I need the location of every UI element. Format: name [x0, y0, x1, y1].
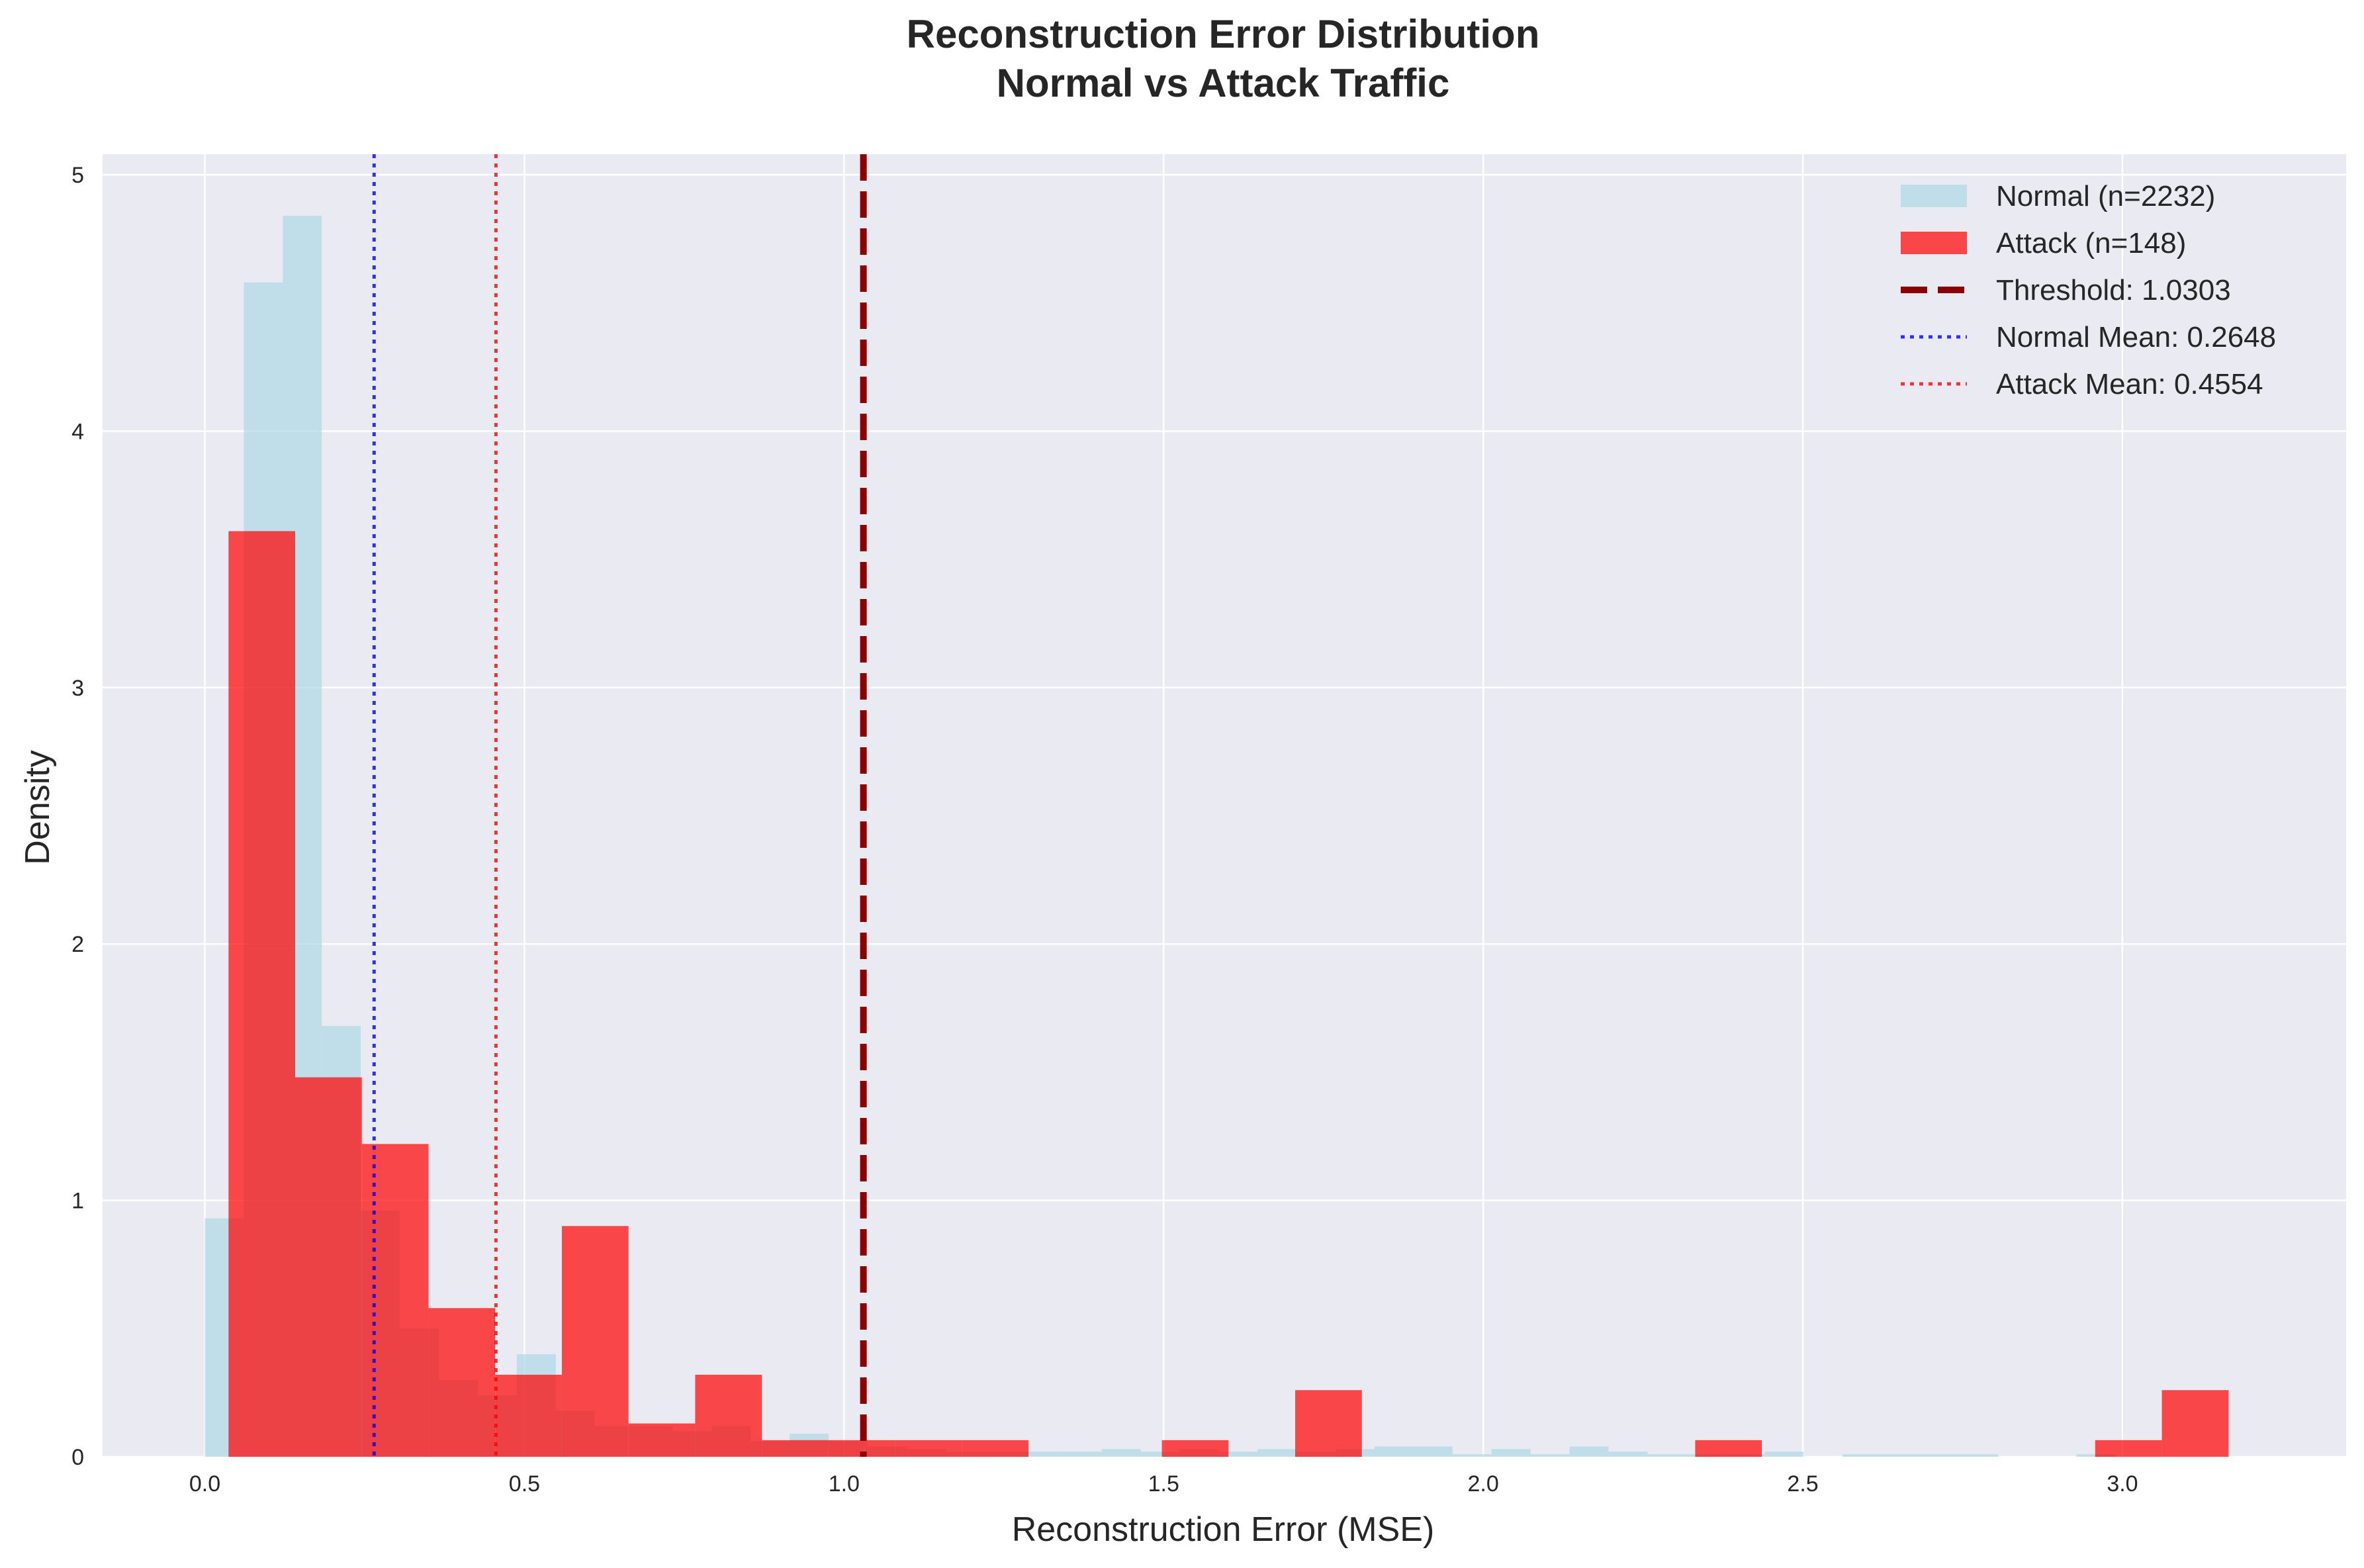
y-tick-label-4: 4 — [71, 419, 84, 444]
normal-bar-22 — [1062, 1452, 1102, 1457]
normal-bar-27 — [1257, 1449, 1297, 1457]
x-tick-label-2: 1.0 — [829, 1471, 860, 1497]
reference-lines — [372, 154, 867, 1457]
chart-title-line-2: Normal vs Attack Traffic — [997, 61, 1450, 105]
attack-bar-5 — [561, 1226, 629, 1457]
attack-bar-8 — [762, 1440, 829, 1457]
normal-bar-33 — [1491, 1449, 1531, 1457]
normal-bar-43 — [1881, 1454, 1921, 1457]
chart-title-line-1: Reconstruction Error Distribution — [907, 12, 1540, 56]
normal-bar-30 — [1374, 1446, 1414, 1457]
attack-histogram — [228, 531, 2229, 1457]
legend-swatch-1 — [1901, 232, 1967, 254]
attack-bar-11 — [962, 1440, 1029, 1457]
x-tick-label-6: 3.0 — [2107, 1471, 2138, 1497]
y-tick-label-3: 3 — [71, 676, 84, 701]
legend-label-0: Normal (n=2232) — [1996, 180, 2215, 212]
attack-bar-4 — [495, 1375, 562, 1457]
y-tick-label-1: 1 — [71, 1189, 84, 1214]
attack-bar-16 — [1295, 1390, 1362, 1457]
x-tick-label-0: 0.0 — [189, 1471, 220, 1497]
attack-bar-28 — [2095, 1440, 2162, 1457]
normal-bar-42 — [1842, 1454, 1882, 1457]
normal-bar-44 — [1920, 1454, 1960, 1457]
y-tick-label-0: 0 — [71, 1445, 84, 1470]
attack-bar-29 — [2161, 1390, 2229, 1457]
legend-label-4: Attack Mean: 0.4554 — [1996, 368, 2263, 400]
attack-bar-22 — [1695, 1440, 1762, 1457]
y-axis-label: Density — [19, 750, 57, 864]
normal-bar-24 — [1140, 1452, 1180, 1457]
attack-bar-7 — [695, 1375, 762, 1457]
x-axis-ticks: 0.0 0.5 1.0 1.5 2.0 2.5 3.0 — [189, 1471, 2138, 1497]
x-tick-label-4: 2.0 — [1468, 1471, 1499, 1497]
y-tick-label-5: 5 — [71, 163, 84, 188]
normal-bar-37 — [1647, 1454, 1687, 1457]
legend-label-3: Normal Mean: 0.2648 — [1996, 321, 2276, 353]
legend-label-2: Threshold: 1.0303 — [1996, 274, 2231, 306]
legend-swatch-0 — [1901, 185, 1967, 207]
x-tick-label-3: 1.5 — [1148, 1471, 1179, 1497]
normal-bar-31 — [1413, 1446, 1453, 1457]
normal-bar-32 — [1452, 1454, 1492, 1457]
attack-bar-10 — [895, 1440, 962, 1457]
normal-bar-23 — [1101, 1449, 1141, 1457]
attack-bar-14 — [1161, 1440, 1229, 1457]
y-tick-label-2: 2 — [71, 932, 84, 957]
normal-bar-26 — [1218, 1452, 1258, 1457]
normal-bar-45 — [1959, 1454, 1999, 1457]
x-axis-label: Reconstruction Error (MSE) — [1012, 1510, 1435, 1549]
attack-bar-2 — [361, 1144, 429, 1457]
x-tick-label-5: 2.5 — [1787, 1471, 1818, 1497]
attack-bar-1 — [295, 1077, 362, 1457]
legend-label-1: Attack (n=148) — [1996, 227, 2186, 259]
normal-bar-34 — [1530, 1454, 1570, 1457]
attack-bar-0 — [228, 531, 295, 1457]
normal-bar-36 — [1608, 1452, 1648, 1457]
y-axis-ticks: 0 1 2 3 4 5 — [71, 163, 84, 1470]
normal-bar-35 — [1569, 1446, 1609, 1457]
attack-bar-3 — [428, 1308, 496, 1457]
legend: Normal (n=2232) Attack (n=148) Threshold: … — [1901, 180, 2276, 400]
x-tick-label-1: 0.5 — [509, 1471, 540, 1497]
normal-bar-40 — [1764, 1452, 1804, 1457]
plot-area — [103, 154, 2346, 1457]
attack-bar-6 — [628, 1423, 696, 1457]
normal-bar-21 — [1023, 1452, 1063, 1457]
